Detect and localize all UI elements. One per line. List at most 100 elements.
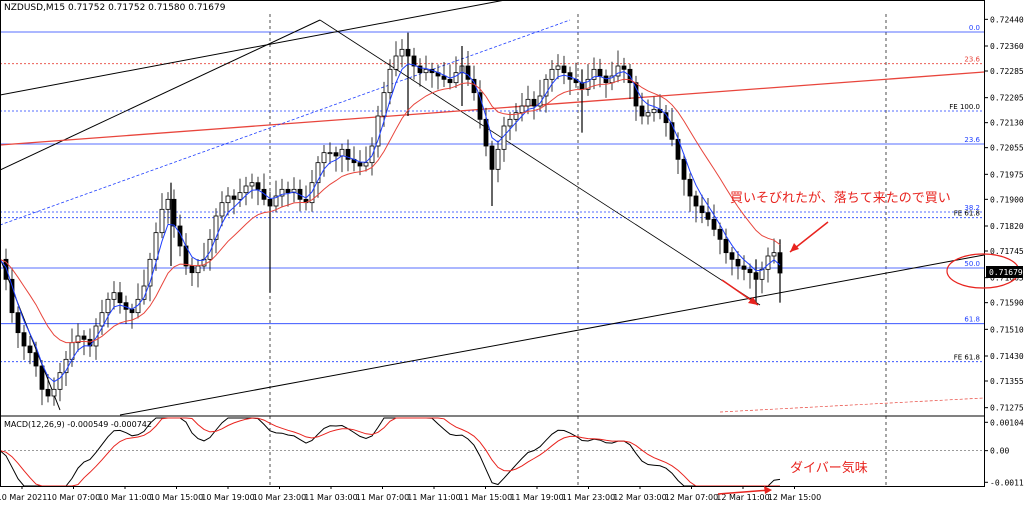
candle-body (93, 325, 99, 347)
candle-body (387, 68, 393, 94)
price-tick-label: 0.72130 (990, 119, 1024, 128)
fib-label: 50.0 (964, 260, 980, 268)
candle-body (393, 55, 399, 70)
candle-body (243, 185, 249, 194)
candle-body (441, 75, 447, 80)
price-tick-label: 0.71275 (990, 404, 1024, 413)
price-tick-label: 0.71590 (990, 299, 1024, 308)
fib-label: 61.8 (964, 316, 980, 324)
arrow-head (790, 243, 799, 252)
time-tick-label: 12 Mar 07:00 (665, 493, 718, 502)
fibonacci-levels: 0.023.6FE 100.023.638.2FE 61.850.061.8FE… (0, 24, 984, 363)
candle-body (423, 68, 429, 74)
candle-body (483, 118, 489, 147)
candle-body (717, 228, 723, 240)
trendlines (0, 0, 985, 416)
candle-body (165, 198, 171, 210)
macd-arrow-head (764, 486, 772, 494)
time-tick-label: 10 Mar 2021 (0, 493, 47, 502)
price-tick-label: 0.71900 (990, 195, 1024, 204)
candle-body (651, 108, 657, 114)
fib-label: 23.6 (964, 136, 980, 144)
candle-body (321, 152, 327, 164)
candle-body (375, 115, 381, 147)
candle-body (531, 98, 537, 107)
candle-body (111, 292, 117, 300)
candle-body (687, 178, 693, 197)
channel-top (0, 0, 506, 96)
macd-header: MACD(12,26,9) -0.000549 -0.000742 (4, 420, 152, 429)
macd-tick-label: 0.00 (990, 447, 1009, 456)
candle-body (417, 65, 423, 74)
price-tick-label: 0.72205 (990, 94, 1024, 103)
candle-body (309, 182, 315, 204)
candle-body (369, 145, 375, 164)
candle-body (153, 232, 159, 260)
candle-body (681, 158, 687, 180)
ma-fast-line (0, 63, 781, 383)
time-tick-label: 11 Mar 11:00 (407, 493, 460, 502)
price-tick-label: 0.72440 (990, 15, 1024, 24)
plot-frame (0, 0, 985, 487)
candle-body (327, 152, 333, 155)
fib-label: 23.6 (964, 56, 980, 64)
candle-body (15, 312, 21, 334)
time-tick-label: 10 Mar 15:00 (150, 493, 203, 502)
price-tick-label: 0.72285 (990, 67, 1024, 76)
candle-body (639, 105, 645, 117)
price-candles (3, 32, 783, 406)
candle-body (3, 258, 9, 280)
candle-body (447, 78, 453, 84)
candle-body (99, 312, 105, 327)
candle-body (285, 188, 291, 194)
candle-body (411, 55, 417, 67)
candle-body (159, 208, 165, 234)
blue-dotted (0, 19, 571, 226)
candle-body (453, 72, 459, 84)
candle-body (225, 195, 231, 204)
candle-body (747, 268, 753, 274)
fib-label: FE 100.0 (949, 103, 980, 111)
macd-main-line (0, 417, 781, 487)
fib-label: 0.0 (969, 24, 980, 32)
candle-body (399, 48, 405, 57)
candle-body (267, 198, 273, 207)
channel-upper (0, 19, 321, 171)
time-tick-label: 11 Mar 19:00 (510, 493, 563, 502)
candle-body (741, 265, 747, 270)
candle-body (147, 258, 153, 287)
candle-body (213, 215, 219, 240)
candle-body (561, 65, 567, 74)
time-tick-label: 11 Mar 07:00 (356, 493, 409, 502)
current-price-tag-bg (986, 266, 1023, 278)
candle-body (207, 238, 213, 260)
candle-body (723, 238, 729, 254)
candle-body (585, 78, 591, 90)
price-tick-label: 0.72360 (990, 42, 1024, 51)
candle-body (513, 112, 519, 120)
candle-body (735, 258, 741, 267)
candle-body (75, 335, 81, 344)
candle-body (381, 92, 387, 117)
candle-body (171, 198, 177, 227)
candle-body (57, 372, 63, 390)
fib-label: 38.2 (964, 204, 980, 212)
candle-body (105, 298, 111, 314)
candle-body (693, 195, 699, 207)
macd-arrow-line (717, 489, 771, 495)
fib-label: FE 61.8 (954, 210, 980, 218)
red-dotted-lower (719, 397, 985, 413)
candle-body (81, 335, 87, 340)
macd-panel (0, 417, 984, 487)
candle-body (51, 388, 57, 397)
ma-slow-line (0, 78, 781, 344)
candle-body (237, 192, 243, 200)
arrow-head-2 (748, 297, 758, 305)
candle-body (219, 202, 225, 217)
time-tick-label: 11 Mar 03:00 (304, 493, 357, 502)
candle-body (543, 78, 549, 97)
price-tick-label: 0.71430 (990, 352, 1024, 361)
candle-body (117, 292, 123, 304)
candle-body (669, 122, 675, 140)
